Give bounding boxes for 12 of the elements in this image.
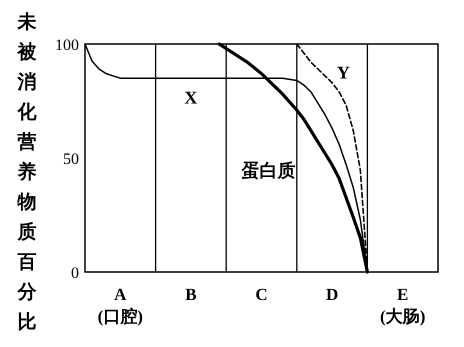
series-label: 蛋白质 — [240, 160, 296, 180]
series-label: Y — [336, 62, 350, 82]
x-tick-label: B — [185, 285, 197, 304]
x-tick-label: E (大肠) — [380, 285, 426, 326]
y-tick-label: 0 — [71, 265, 79, 282]
y-tick-label: 50 — [63, 151, 79, 168]
x-tick-label: C — [255, 285, 268, 304]
x-tick-label: D — [326, 285, 338, 304]
series-label: X — [184, 87, 198, 108]
y-tick-label: 100 — [55, 37, 79, 54]
x-tick-label: A (口腔) — [98, 285, 143, 326]
text: 未被消化营养物质百分比 — [18, 12, 36, 333]
